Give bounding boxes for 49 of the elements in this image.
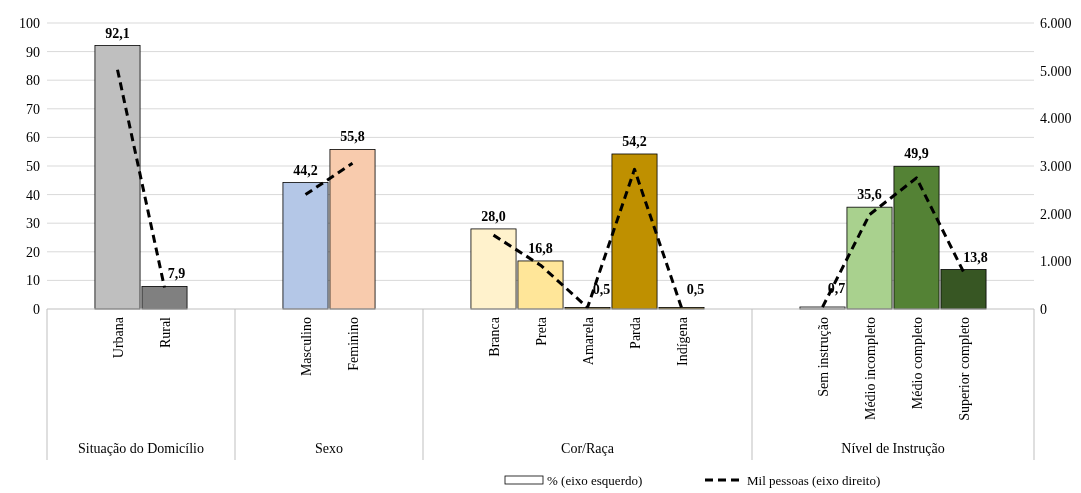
- y-tick-label: 10: [26, 273, 40, 289]
- data-label: 28,0: [481, 208, 506, 224]
- y2-tick-label: 3.000: [1040, 158, 1072, 174]
- y-tick-label: 70: [26, 101, 40, 117]
- y-tick-label: 60: [26, 130, 40, 146]
- legend-label: Mil pessoas (eixo direito): [747, 473, 881, 488]
- y-tick-label: 50: [26, 158, 40, 174]
- x-tick-label: Médio completo: [909, 317, 925, 410]
- x-tick-label: Masculino: [298, 317, 314, 377]
- data-label: 13,8: [963, 249, 988, 265]
- y2-tick-label: 4.000: [1040, 111, 1072, 127]
- y2-tick-label: 1.000: [1040, 254, 1072, 270]
- y-tick-label: 100: [19, 15, 40, 31]
- x-tick-label: Rural: [157, 316, 173, 349]
- text: Situação do Domicílio: [78, 441, 204, 456]
- data-label: 54,2: [622, 133, 647, 149]
- x-tick-label: Parda: [627, 316, 643, 349]
- data-label: 0,5: [592, 281, 611, 297]
- x-tick-label: Branca: [486, 316, 502, 357]
- x-tick-label: Amarela: [580, 316, 596, 366]
- x-tick-label: Feminino: [345, 317, 361, 371]
- data-label: 35,6: [857, 187, 882, 203]
- text: Sexo: [315, 441, 343, 456]
- x-tick-label: Sem instrução: [815, 317, 831, 397]
- y-tick-label: 90: [26, 44, 40, 60]
- data-label: 7,9: [167, 266, 186, 282]
- data-label: 44,2: [293, 162, 318, 178]
- x-tick-label: Superior completo: [956, 317, 972, 421]
- x-tick-label: Preta: [533, 316, 549, 346]
- data-label: 49,9: [904, 146, 929, 162]
- y-tick-label: 20: [26, 244, 40, 260]
- data-label: 55,8: [340, 129, 365, 145]
- text: Nível de Instrução: [841, 441, 945, 456]
- y2-tick-label: 5.000: [1040, 63, 1072, 79]
- legend-label: % (eixo esquerdo): [547, 473, 643, 488]
- y-tick-label: 30: [26, 216, 40, 232]
- data-label: 92,1: [105, 25, 130, 41]
- y2-tick-label: 0: [1040, 301, 1047, 317]
- y-tick-label: 80: [26, 73, 40, 89]
- y-tick-label: 0: [33, 301, 40, 317]
- x-tick-label: Indígena: [674, 316, 690, 366]
- x-tick-label: Médio incompleto: [862, 317, 878, 421]
- x-tick-label: Urbana: [110, 316, 126, 359]
- y2-tick-label: 2.000: [1040, 206, 1072, 222]
- y2-tick-label: 6.000: [1040, 15, 1072, 31]
- data-label: 16,8: [528, 240, 553, 256]
- text: Cor/Raça: [561, 441, 615, 456]
- data-label: 0,5: [686, 281, 705, 297]
- y-tick-label: 40: [26, 187, 40, 203]
